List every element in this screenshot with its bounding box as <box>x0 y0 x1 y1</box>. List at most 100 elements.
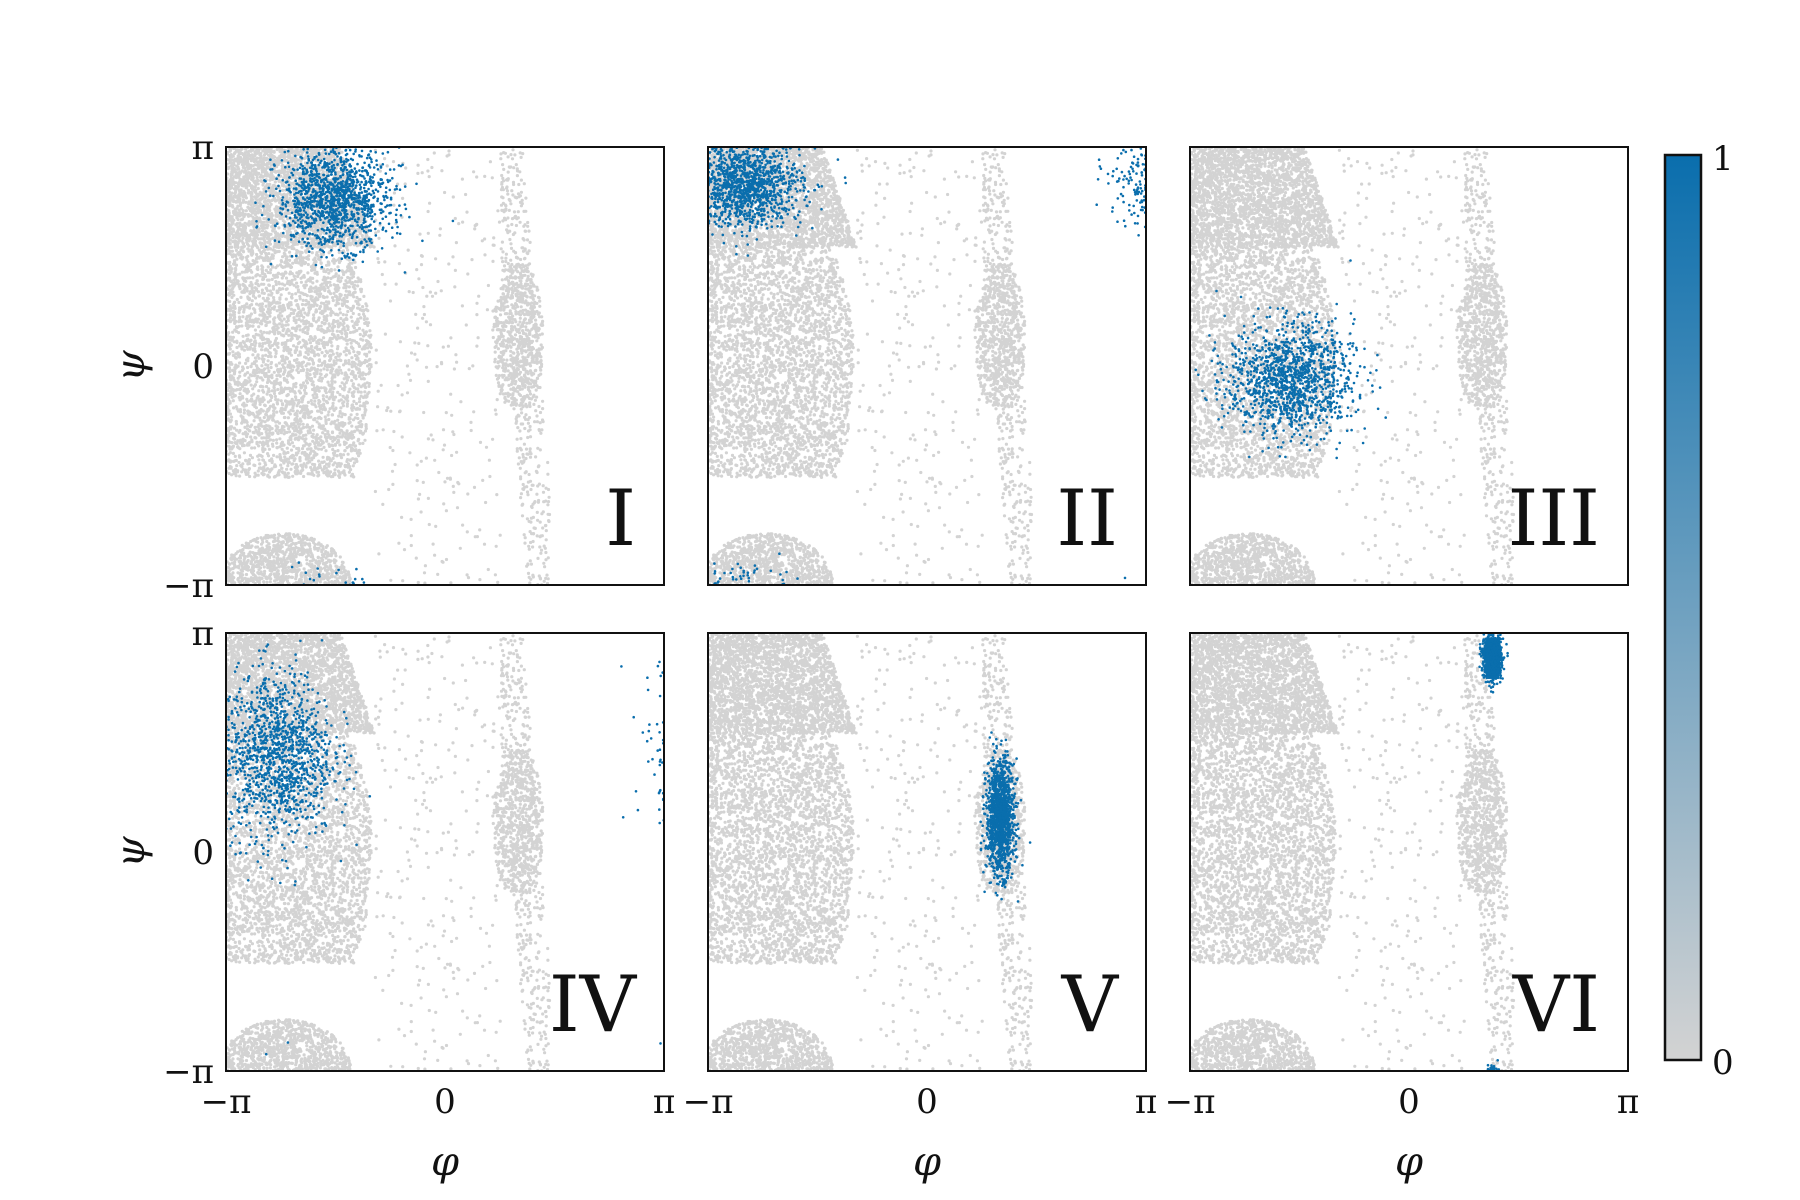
background-point <box>338 294 342 298</box>
background-point <box>272 306 276 310</box>
background-point <box>273 180 277 184</box>
background-point <box>334 272 338 276</box>
background-point <box>239 190 243 195</box>
background-point <box>317 473 321 477</box>
background-point <box>241 227 245 231</box>
background-point <box>313 268 317 272</box>
background-point <box>296 284 300 289</box>
background-point <box>269 202 273 206</box>
background-point <box>344 289 348 293</box>
background-point <box>262 170 266 174</box>
background-point <box>271 236 275 240</box>
background-point <box>265 182 269 186</box>
background-point <box>231 392 235 396</box>
background-point <box>290 148 294 153</box>
background-point <box>308 335 313 339</box>
background-point <box>249 171 253 175</box>
background-point <box>265 199 269 203</box>
background-point <box>284 244 288 248</box>
background-point <box>255 279 259 283</box>
background-point <box>280 359 284 363</box>
background-point <box>335 222 339 226</box>
background-point <box>251 387 255 391</box>
background-point <box>234 382 238 386</box>
background-point <box>295 357 299 362</box>
background-point <box>314 152 319 156</box>
background-point <box>274 210 278 214</box>
background-point <box>228 370 232 374</box>
background-point <box>365 352 369 356</box>
background-point <box>227 452 231 456</box>
background-point <box>301 434 305 438</box>
background-point <box>231 350 235 354</box>
background-point <box>235 222 239 226</box>
background-point <box>312 387 316 391</box>
background-point <box>306 271 310 275</box>
background-point <box>281 233 286 238</box>
background-point <box>327 322 331 326</box>
background-point <box>227 433 231 438</box>
background-point <box>336 449 340 453</box>
background-point <box>361 338 365 342</box>
background-point <box>245 289 249 293</box>
background-point <box>250 270 254 274</box>
background-point <box>345 281 349 285</box>
background-point <box>268 148 272 152</box>
background-point <box>327 300 331 304</box>
background-point <box>234 248 238 252</box>
background-point <box>333 443 337 447</box>
background-point <box>357 448 361 452</box>
background-point <box>253 212 257 217</box>
background-point <box>281 365 286 369</box>
background-point <box>243 178 247 182</box>
background-point <box>360 423 364 427</box>
background-point <box>293 391 297 395</box>
background-point <box>279 259 283 263</box>
background-point <box>229 215 234 219</box>
background-point <box>344 286 348 290</box>
background-point <box>231 330 235 334</box>
background-point <box>316 364 320 368</box>
background-point <box>288 230 292 234</box>
background-point <box>329 267 333 272</box>
background-point <box>261 296 265 300</box>
background-point <box>342 176 346 180</box>
background-point <box>258 462 262 466</box>
background-point <box>330 344 334 348</box>
background-point <box>274 235 278 239</box>
background-point <box>279 150 283 154</box>
background-point <box>316 416 320 420</box>
background-point <box>250 299 254 303</box>
background-point <box>311 449 316 453</box>
background-point <box>284 331 288 336</box>
background-point <box>236 245 240 249</box>
background-point <box>254 230 258 234</box>
background-point <box>310 240 314 244</box>
background-point <box>253 188 257 192</box>
background-point <box>247 222 252 226</box>
background-point <box>230 232 234 236</box>
background-point <box>286 387 290 391</box>
background-point <box>290 240 294 244</box>
background-point <box>234 325 239 329</box>
background-point <box>259 173 263 177</box>
background-point <box>265 392 269 396</box>
background-point <box>234 210 238 214</box>
background-point <box>257 237 261 241</box>
background-point <box>346 248 350 252</box>
background-point <box>272 298 276 302</box>
background-point <box>264 286 268 290</box>
background-point <box>255 198 259 202</box>
background-point <box>244 200 248 204</box>
background-point <box>309 399 313 403</box>
background-point <box>326 413 330 417</box>
background-point <box>333 380 337 384</box>
background-point <box>261 175 265 179</box>
background-point <box>347 239 351 243</box>
background-point <box>318 347 322 351</box>
background-point <box>229 155 233 159</box>
background-point <box>263 167 267 171</box>
background-point <box>295 281 299 285</box>
background-point <box>280 160 284 164</box>
background-point <box>292 183 296 187</box>
